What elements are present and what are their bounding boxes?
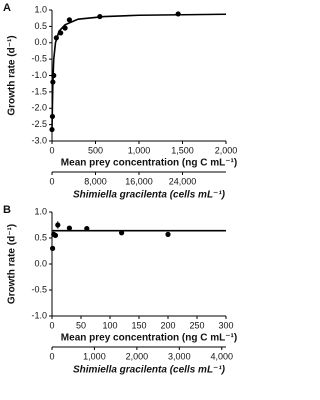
data-point — [51, 72, 57, 79]
data-point — [55, 222, 61, 228]
data-point — [84, 226, 90, 232]
y-tick-label: -2.5 — [31, 119, 47, 129]
y-tick-label: -0.5 — [31, 284, 47, 294]
data-point — [66, 225, 72, 231]
data-point — [66, 17, 72, 23]
y-tick-label: 1.0 — [34, 4, 47, 14]
x-tick-label: 300 — [218, 320, 233, 330]
x2-tick-label: 1,000 — [83, 351, 106, 361]
y-axis-title: Growth rate (d⁻¹) — [7, 35, 18, 115]
x2-tick-label: 0 — [49, 176, 54, 186]
data-point — [97, 13, 103, 20]
y-tick-label: -2.0 — [31, 103, 47, 113]
fit-line — [51, 13, 227, 130]
data-point — [58, 30, 64, 36]
data-point — [119, 230, 125, 236]
x2-axis-title: Shimiella gracilenta (cells mL⁻¹) — [73, 365, 226, 376]
data-point — [53, 35, 59, 41]
x-tick-label: 250 — [189, 320, 204, 330]
x-axis-title: Mean prey concentration (ng C mL⁻¹) — [61, 333, 237, 344]
x-tick-label: 200 — [160, 320, 175, 330]
y-tick-label: 1.0 — [34, 206, 47, 216]
y-tick-label: -0.5 — [31, 54, 47, 64]
x-tick-label: 150 — [131, 320, 146, 330]
data-point — [62, 25, 68, 31]
x-tick-label: 50 — [76, 320, 86, 330]
x2-tick-label: 24,000 — [169, 176, 197, 186]
y-tick-label: -1.0 — [31, 310, 47, 320]
x2-tick-label: 3,000 — [168, 351, 191, 361]
chart: A-3.0-2.5-2.0-1.5-1.0-0.50.00.51.00 500 1,… — [3, 2, 238, 376]
x2-tick-label: 8,000 — [84, 176, 107, 186]
x2-tick-label: 0 — [49, 351, 54, 361]
y-tick-label: 0.5 — [34, 21, 47, 31]
x-tick-label: 0 — [49, 320, 54, 330]
y-axis-title: Growth rate (d⁻¹) — [7, 224, 18, 304]
data-point — [49, 113, 56, 120]
y-tick-label: -1.0 — [31, 70, 47, 80]
panel-label: B — [3, 204, 11, 216]
y-tick-label: 0.0 — [34, 37, 47, 47]
y-tick-label: -1.5 — [31, 86, 47, 96]
x2-tick-label: 4,000 — [210, 351, 233, 361]
x-tick-label: 500 — [88, 145, 103, 155]
y-tick-label: -3.0 — [31, 135, 47, 145]
data-point — [165, 231, 171, 237]
x-tick-label: 100 — [102, 320, 117, 330]
data-point — [52, 232, 59, 238]
data-point — [49, 245, 56, 251]
data-point — [175, 11, 181, 17]
x-tick-label: 1,000 — [128, 145, 151, 155]
x-tick-label: 2,000 — [215, 145, 238, 155]
y-tick-label: 0.0 — [34, 258, 47, 268]
x-tick-label: 0 — [49, 145, 54, 155]
y-tick-label: 0.5 — [34, 232, 47, 242]
x2-tick-label: 2,000 — [126, 351, 149, 361]
data-point — [49, 126, 55, 133]
x-axis-title: Mean prey concentration (ng C mL⁻¹) — [61, 158, 237, 169]
x2-axis-title: Shimiella gracilenta (cells mL⁻¹) — [73, 190, 226, 201]
panel-label: A — [3, 2, 11, 14]
x-tick-label: 1,500 — [171, 145, 194, 155]
x2-tick-label: 16,000 — [125, 176, 153, 186]
data-point — [50, 79, 56, 85]
